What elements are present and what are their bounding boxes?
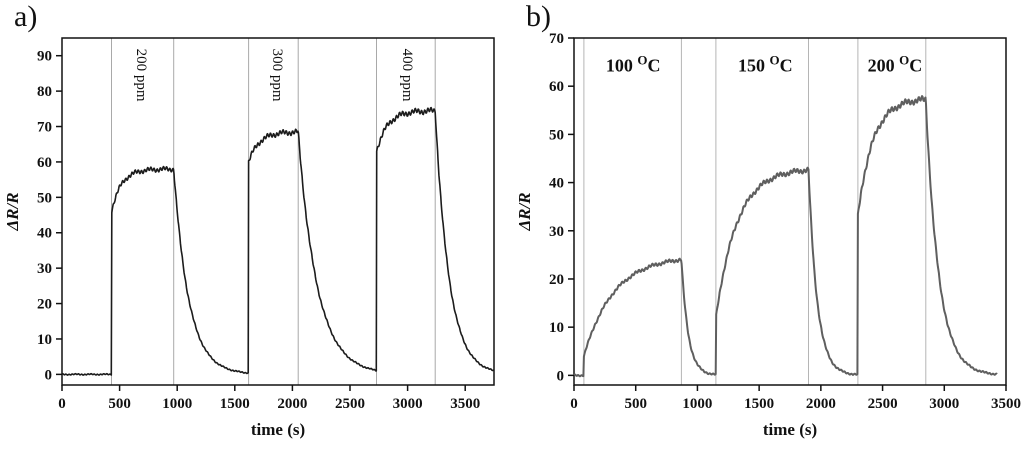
svg-text:2500: 2500 xyxy=(335,396,365,412)
chart-svg-a: 0 500 1000 1500 2000 2500 3000 3500 0 10 20 30 40 50 6… xyxy=(3,37,495,439)
svg-text:100 OC: 100 OC xyxy=(606,53,661,76)
svg-text:3000: 3000 xyxy=(929,396,959,412)
svg-text:3500: 3500 xyxy=(991,396,1021,412)
svg-text:40: 40 xyxy=(37,226,52,242)
svg-text:20: 20 xyxy=(37,297,52,313)
svg-text:80: 80 xyxy=(37,84,52,100)
svg-text:90: 90 xyxy=(37,49,52,65)
svg-text:10: 10 xyxy=(37,332,52,348)
svg-text:1500: 1500 xyxy=(220,396,250,412)
svg-text:3500: 3500 xyxy=(450,396,480,412)
svg-text:70: 70 xyxy=(37,120,52,136)
svg-text:2000: 2000 xyxy=(806,396,836,412)
svg-text:150 OC: 150 OC xyxy=(738,53,793,76)
svg-text:30: 30 xyxy=(37,261,52,277)
svg-text:1000: 1000 xyxy=(682,396,712,412)
svg-text:70: 70 xyxy=(549,31,564,47)
svg-text:1000: 1000 xyxy=(162,396,192,412)
svg-text:200 OC: 200 OC xyxy=(868,53,923,76)
svg-text:60: 60 xyxy=(37,155,52,171)
svg-text:1500: 1500 xyxy=(744,396,774,412)
svg-text:3000: 3000 xyxy=(393,396,423,412)
svg-text:50: 50 xyxy=(37,190,52,206)
svg-text:0: 0 xyxy=(58,396,66,412)
svg-text:ΔR/R: ΔR/R xyxy=(515,192,534,231)
svg-text:60: 60 xyxy=(549,79,564,95)
svg-text:time (s): time (s) xyxy=(763,420,817,439)
panel-b-label: b) xyxy=(526,0,551,33)
panel-a-label: a) xyxy=(14,0,38,33)
svg-text:400 ppm: 400 ppm xyxy=(399,49,415,102)
chart-a: 0 500 1000 1500 2000 2500 3000 3500 0 10 20 30 40 50 6… xyxy=(0,0,512,445)
svg-text:500: 500 xyxy=(108,396,131,412)
svg-text:40: 40 xyxy=(549,176,564,192)
svg-text:300 ppm: 300 ppm xyxy=(269,49,285,102)
svg-text:500: 500 xyxy=(624,396,647,412)
svg-text:20: 20 xyxy=(549,272,564,288)
chart-b: 0 500 1000 1500 2000 2500 3000 3500 0 10 20 30 40 50 6… xyxy=(512,0,1024,445)
svg-text:50: 50 xyxy=(549,127,564,143)
svg-text:2000: 2000 xyxy=(277,396,307,412)
panel-b: b) 0 500 1000 1500 2000 2500 3000 3500 0 10 20 30 40… xyxy=(512,0,1024,445)
svg-text:0: 0 xyxy=(45,367,53,383)
svg-text:2500: 2500 xyxy=(868,396,898,412)
svg-text:0: 0 xyxy=(570,396,578,412)
svg-text:ΔR/R: ΔR/R xyxy=(3,192,22,231)
chart-svg-b: 0 500 1000 1500 2000 2500 3000 3500 0 10 20 30 40 50 6… xyxy=(515,31,1021,439)
svg-text:0: 0 xyxy=(557,368,565,384)
svg-text:200 ppm: 200 ppm xyxy=(133,49,149,102)
svg-text:time (s): time (s) xyxy=(251,420,305,439)
svg-text:30: 30 xyxy=(549,224,564,240)
panel-a: a) 0 500 1000 1500 2000 2500 3000 3500 0 10 20 30 40… xyxy=(0,0,512,445)
svg-text:10: 10 xyxy=(549,320,564,336)
